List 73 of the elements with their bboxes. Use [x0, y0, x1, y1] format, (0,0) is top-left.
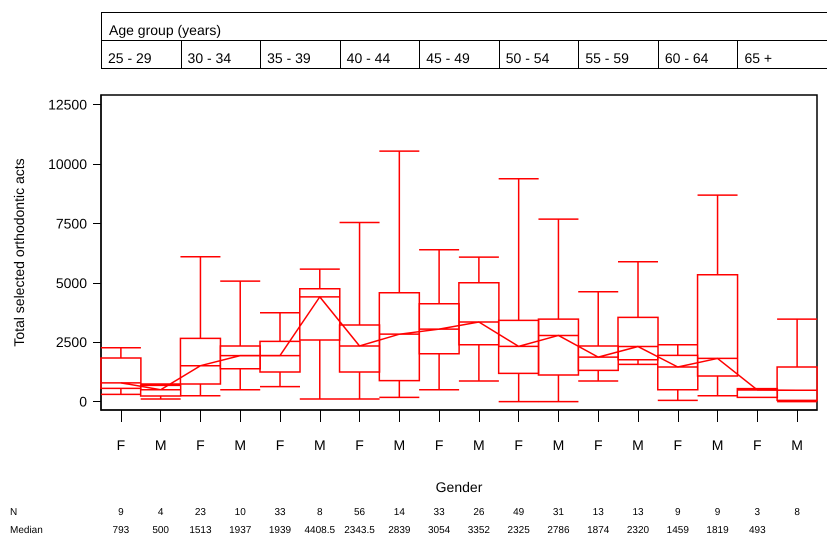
text: Median [10, 525, 43, 536]
x-tick-label: M [314, 437, 326, 453]
text: 35 - 39 [267, 50, 311, 66]
y-tick-label: 7500 [56, 215, 88, 232]
y-tick-label: 5000 [56, 274, 88, 291]
x-tick-label: F [116, 437, 126, 453]
y-tick-label: 12500 [48, 96, 88, 113]
data-label: 4408.5 [304, 525, 336, 536]
data-label: 1937 [229, 525, 252, 536]
text: 9 [674, 507, 681, 518]
data-label: 2343.5 [344, 525, 375, 536]
text: 56 [354, 507, 366, 518]
text: 33 [274, 507, 286, 518]
x-tick-label: F [514, 437, 523, 453]
text: 8 [794, 507, 800, 518]
x-tick-label: M [791, 437, 803, 453]
x-tick-label: F [434, 437, 444, 453]
data-label: 1513 [189, 525, 212, 536]
data-label: 1939 [268, 525, 292, 536]
text: 10 [234, 507, 246, 518]
x-tick-label: F [276, 437, 284, 453]
data-label: 2325 [508, 525, 530, 536]
y-tick-label: 0 [79, 394, 88, 410]
data-label: 493 [748, 525, 766, 536]
text: 65 + [744, 50, 772, 66]
text: N [10, 507, 18, 518]
text: 13 [592, 507, 604, 518]
x-tick-label: F [594, 437, 603, 453]
data-label: 793 [112, 525, 130, 536]
text: 14 [394, 507, 405, 518]
text: 30 - 34 [188, 50, 232, 66]
x-tick-label: M [552, 437, 564, 453]
text: 31 [552, 507, 564, 518]
y-tick-label: 2500 [56, 334, 88, 350]
x-tick-label: M [154, 437, 167, 453]
data-label: 3352 [468, 525, 490, 536]
text: 9 [118, 507, 124, 518]
x-tick-label: F [753, 437, 762, 453]
data-label: 500 [152, 525, 169, 536]
text: 3 [754, 507, 760, 518]
text: 45 - 49 [426, 50, 470, 66]
x-tick-label: F [355, 437, 364, 453]
text: 50 - 54 [506, 50, 550, 66]
x-tick-label: F [673, 437, 682, 453]
data-label: 2320 [626, 525, 650, 536]
y-tick-label: 10000 [48, 156, 88, 172]
x-tick-label: F [196, 437, 205, 453]
data-label: 1874 [587, 525, 610, 536]
x2-axis-title: Age group (years) [109, 22, 222, 38]
data-label: 1459 [666, 525, 689, 536]
x-tick-label: M [393, 437, 406, 453]
y-axis-title: Total selected orthodontic acts [11, 158, 27, 347]
text: 60 - 64 [664, 50, 708, 66]
text: 25 - 29 [108, 50, 152, 66]
text: 13 [632, 507, 644, 518]
text: 8 [316, 507, 323, 518]
data-label: 1819 [706, 525, 729, 536]
x-tick-label: M [712, 437, 724, 453]
x-tick-label: M [473, 437, 485, 453]
text: 55 - 59 [585, 50, 629, 66]
x-axis-title: Gender [436, 479, 483, 495]
x-tick-label: M [234, 437, 246, 453]
data-label: 2786 [547, 525, 570, 536]
text: 40 - 44 [346, 50, 390, 66]
data-label: 3054 [428, 525, 450, 536]
text: 4 [158, 507, 164, 518]
data-label: 2839 [388, 525, 410, 536]
text: 49 [513, 507, 524, 518]
text: 9 [714, 507, 720, 518]
text: 26 [473, 507, 484, 518]
x-tick-label: M [632, 437, 644, 453]
text: 23 [194, 507, 206, 518]
text: 33 [434, 507, 445, 518]
